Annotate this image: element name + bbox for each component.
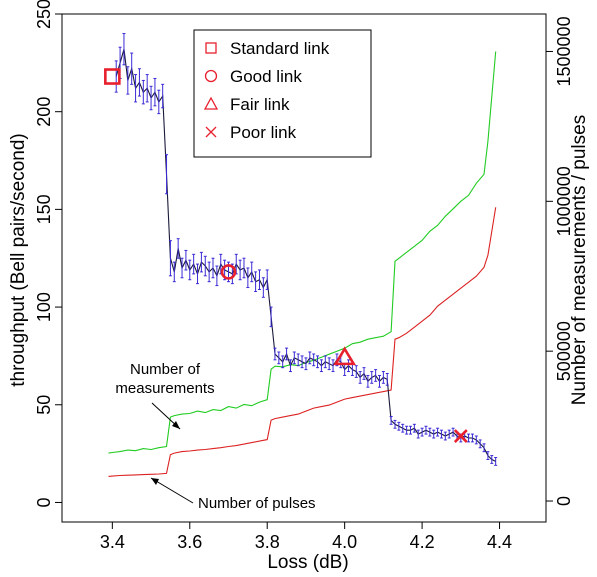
x-tick-label: 3.4: [100, 532, 125, 552]
plot-border: [61, 13, 547, 523]
annotations: Number of measurements Number of pulses: [115, 361, 315, 512]
marker-standard-link: [104, 68, 121, 85]
y-right-tick-label: 1000000: [554, 166, 574, 236]
legend-entry-fair: Fair link: [203, 95, 290, 114]
circle-icon: [204, 69, 218, 83]
x-tick-label: 3.6: [177, 532, 202, 552]
y-left-tick-label: 250: [34, 0, 54, 29]
y-right-tick-label: 0: [554, 496, 574, 506]
legend-label-good: Good link: [230, 67, 302, 86]
y-left-tick-label: 150: [34, 194, 54, 224]
square-icon: [205, 42, 217, 54]
throughput-series-group: [114, 33, 498, 466]
y-left-tick-label: 200: [34, 97, 54, 127]
legend-entry-standard: Standard link: [205, 39, 330, 58]
annotation-measurements-line2: measurements: [115, 380, 214, 397]
legend-entry-poor: Poor link: [205, 123, 297, 142]
legend-label-standard: Standard link: [230, 39, 330, 58]
y-left-tick-label: 50: [34, 395, 54, 415]
x-axis-title: Loss (dB): [267, 552, 348, 573]
y-axis-left-title: throughput (Bell pairs/second): [8, 133, 29, 386]
cross-icon: [205, 126, 217, 138]
marker-poor-link: [453, 429, 468, 443]
annotation-measurements-line1: Number of: [130, 361, 201, 378]
y-axis-left: 0 50 100 150 200 250: [34, 0, 62, 507]
pulses-line: [108, 207, 497, 477]
marker-good-link: [220, 264, 237, 280]
legend-label-fair: Fair link: [230, 95, 290, 114]
x-axis: 3.4 3.6 3.8 4.0 4.2 4.4: [100, 522, 512, 552]
y-left-tick-label: 100: [34, 292, 54, 322]
annotation-pulses-label: Number of pulses: [198, 495, 316, 512]
y-axis-right-title: Number of measurements / pulses: [569, 115, 590, 405]
y-right-tick-label: 500000: [554, 321, 574, 381]
link-markers-group: [104, 68, 468, 443]
legend-label-poor: Poor link: [230, 123, 297, 142]
legend-entry-good: Good link: [204, 67, 302, 86]
plot-frame: [61, 13, 547, 523]
y-right-tick-label: 1500000: [554, 16, 574, 86]
pulses-series-group: [108, 207, 497, 477]
legend-box: [193, 29, 372, 158]
x-tick-label: 4.0: [332, 532, 357, 552]
y-axis-right: 0 500000 1000000 1500000: [546, 16, 574, 506]
marker-fair-link: [333, 346, 356, 366]
x-tick-label: 4.4: [487, 532, 512, 552]
legend: Standard link Good link Fair link Poor l…: [193, 29, 372, 158]
annotation-pulses-arrow: [150, 477, 194, 504]
triangle-icon: [203, 96, 219, 110]
annotation-measurements-arrow: [151, 402, 181, 430]
y-left-tick-label: 0: [34, 497, 54, 507]
x-tick-label: 3.8: [255, 532, 280, 552]
x-tick-label: 4.2: [410, 532, 435, 552]
